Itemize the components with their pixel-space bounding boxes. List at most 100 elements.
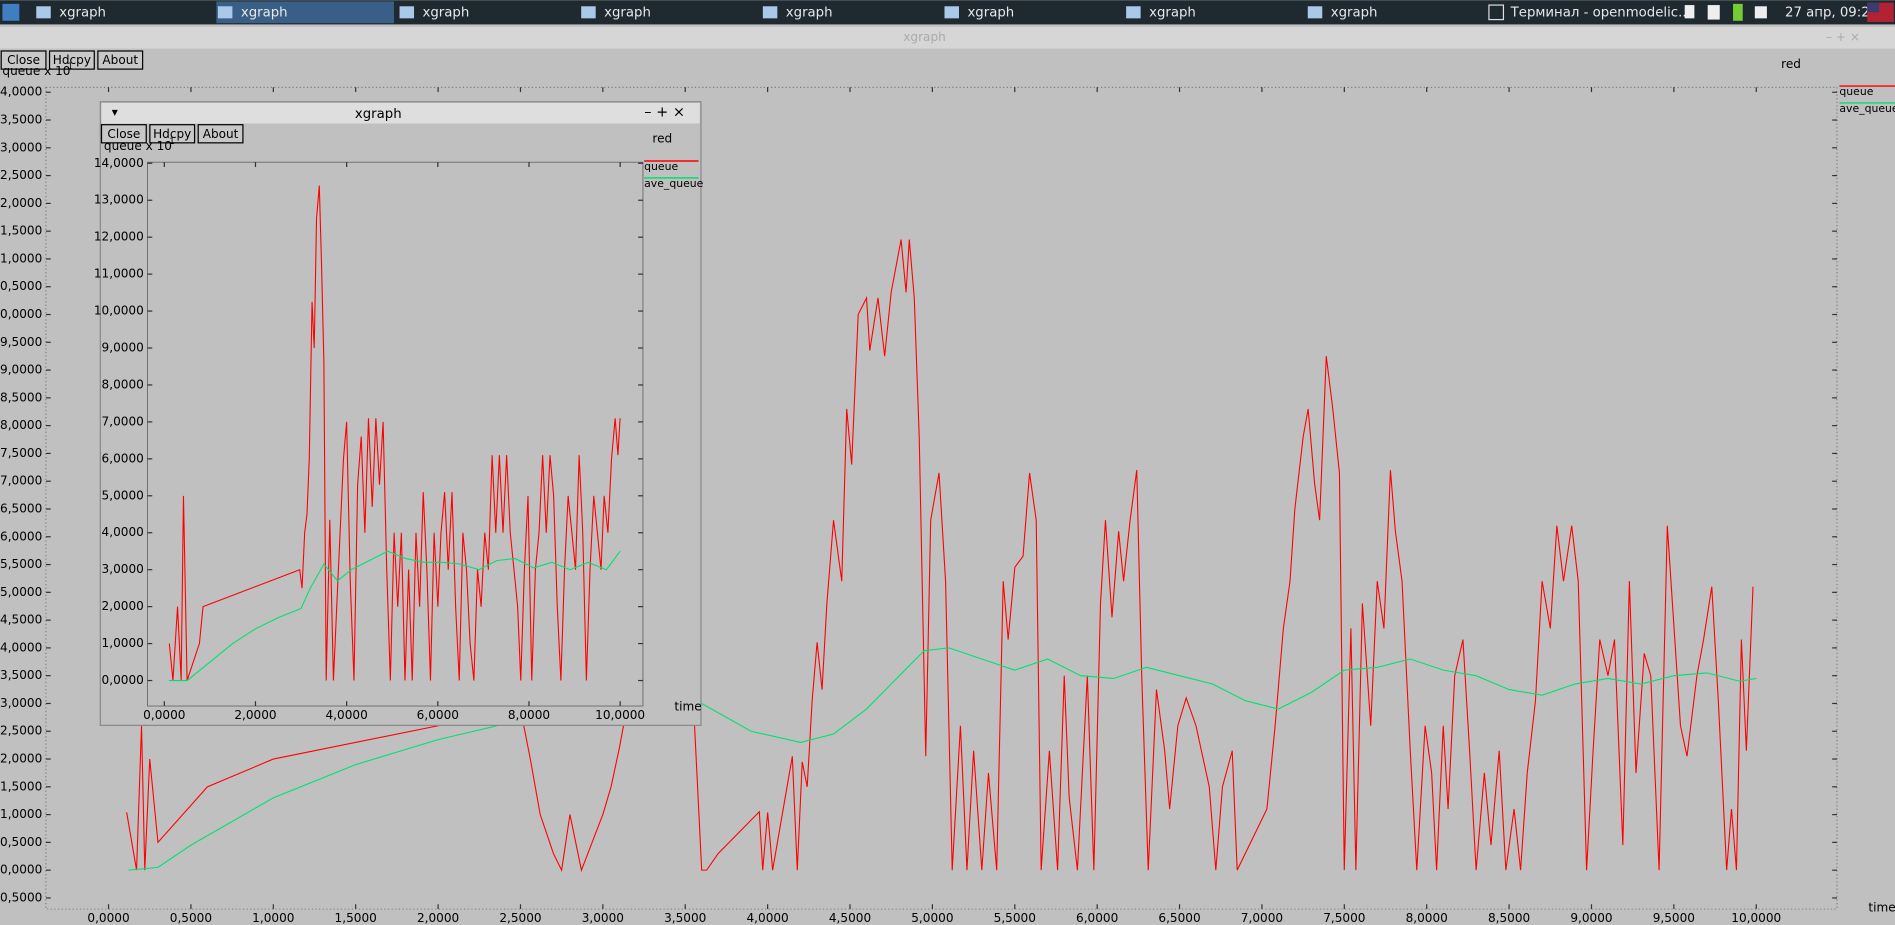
button-label[interactable]: Close [107,127,140,141]
y-tick-label: 7,0000 [0,474,42,488]
task-icon [944,6,959,19]
button[interactable] [197,124,244,144]
clock[interactable]: 27 апр, 09:24 [1785,5,1878,20]
network-icon[interactable] [1707,5,1720,20]
bell-icon[interactable] [1684,5,1695,19]
x-tick-label: 2,0000 [417,911,459,925]
x-tick-label: 6,5000 [1158,911,1200,925]
y-tick-label: 8,5000 [0,390,42,404]
task-icon [762,6,778,19]
button[interactable] [97,50,144,70]
y-tick-label: 14,0000 [94,156,144,170]
x-tick-label: 3,0000 [582,911,624,925]
y-tick-label: 13,0000 [0,140,42,154]
y-tick-label: 8,0000 [0,418,42,432]
y-tick-label: 13,5000 [0,113,42,127]
y-axis-label: queue x 10 [104,139,172,153]
y-tick-label: 11,5000 [0,224,42,238]
button[interactable] [100,124,147,144]
series-line [168,550,621,682]
series-line [126,239,1754,873]
volume-icon[interactable] [1754,6,1767,19]
battery-icon[interactable] [1733,3,1743,21]
x-tick-label: 6,0000 [1076,911,1118,925]
task-button[interactable]: xgraph [241,5,288,20]
menu-icon[interactable] [2,3,20,21]
task-button[interactable]: xgraph [967,5,1014,20]
y-tick-label: 11,0000 [94,267,144,281]
y-axis-label-exponent: 1 [68,61,73,71]
active-task-bg [216,1,394,24]
y-tick-label: 12,0000 [0,196,42,210]
y-tick-label: 4,0000 [102,525,144,539]
y-tick-label: 0,0000 [0,863,42,877]
window-frame [99,101,702,726]
x-tick-label: 3,5000 [664,911,706,925]
x-tick-label: 10,0000 [1731,911,1781,925]
task-icon [581,6,596,19]
legend-label: queue [1839,85,1873,98]
x-axis-label: time [1868,900,1895,914]
x-tick-label: 4,5000 [829,911,871,925]
x-tick-label: 0,0000 [87,911,129,925]
terminal-task[interactable]: Терминал - openmodelic... [1510,5,1691,20]
y-tick-label: 12,0000 [94,230,144,244]
window-controls[interactable]: – + × [1826,30,1860,44]
x-tick-label: 4,0000 [746,911,788,925]
y-tick-label: 2,5000 [0,724,42,738]
x-tick-label: 9,5000 [1653,911,1695,925]
y-tick-label: 1,5000 [0,779,42,793]
series-line [168,185,621,681]
task-icon [399,6,415,19]
button[interactable] [48,50,95,70]
task-button[interactable]: xgraph [59,5,106,20]
x-tick-label: 2,5000 [499,911,541,925]
y-tick-label: 3,0000 [0,696,42,710]
y-tick-label: 8,0000 [102,377,144,391]
button-label[interactable]: About [102,53,138,67]
y-tick-label: 6,5000 [0,501,42,515]
y-tick-label: 4,5000 [0,613,42,627]
window-menu[interactable]: ▾ [112,105,119,119]
y-axis-label: queue x 10 [2,64,70,78]
small-window: xgraph ▾ – + × Close Hdcpy About red queue … [94,101,704,726]
chart-title: red [1781,57,1801,71]
task-button[interactable]: xgraph [1331,5,1378,20]
chart-title: red [652,132,672,146]
task-icon [36,6,51,19]
x-tick-label: 8,5000 [1488,911,1530,925]
y-tick-label: 6,0000 [0,529,42,543]
window-controls[interactable]: – + × [644,105,685,121]
y-tick-label: 13,0000 [94,193,144,207]
x-tick-label: 4,0000 [326,708,368,722]
window-title: xgraph [903,30,946,44]
x-tick-label: 2,0000 [234,708,276,722]
legend-label: queue [644,160,678,173]
x-tick-label: 5,0000 [911,911,953,925]
x-tick-label: 8,0000 [1406,911,1448,925]
window-title: xgraph [355,107,402,122]
taskbar: xgraph xgraph xgraph xgraph xgraph xgraph xgra… [0,0,1895,25]
y-tick-label: 10,0000 [0,307,42,321]
task-button[interactable]: xgraph [604,5,651,20]
y-tick-label: 10,0000 [94,304,144,318]
button-label[interactable]: About [203,127,239,141]
button-label[interactable]: Hdcpy [53,53,91,67]
y-tick-label: 0,0000 [102,673,144,687]
y-tick-label: 9,0000 [0,363,42,377]
y-tick-label: -0,5000 [0,890,42,904]
x-tick-label: 7,0000 [1241,911,1283,925]
y-tick-label: 6,0000 [102,451,144,465]
task-button[interactable]: xgraph [786,5,833,20]
button-label[interactable]: Close [7,53,40,67]
y-tick-label: 2,0000 [0,752,42,766]
terminal-icon [1488,4,1505,21]
button-label[interactable]: Hdcpy [153,127,191,141]
task-button[interactable]: xgraph [423,5,470,20]
button[interactable] [149,124,196,144]
title-bar [0,26,1895,49]
button[interactable] [0,50,47,70]
task-button[interactable]: xgraph [1149,5,1196,20]
